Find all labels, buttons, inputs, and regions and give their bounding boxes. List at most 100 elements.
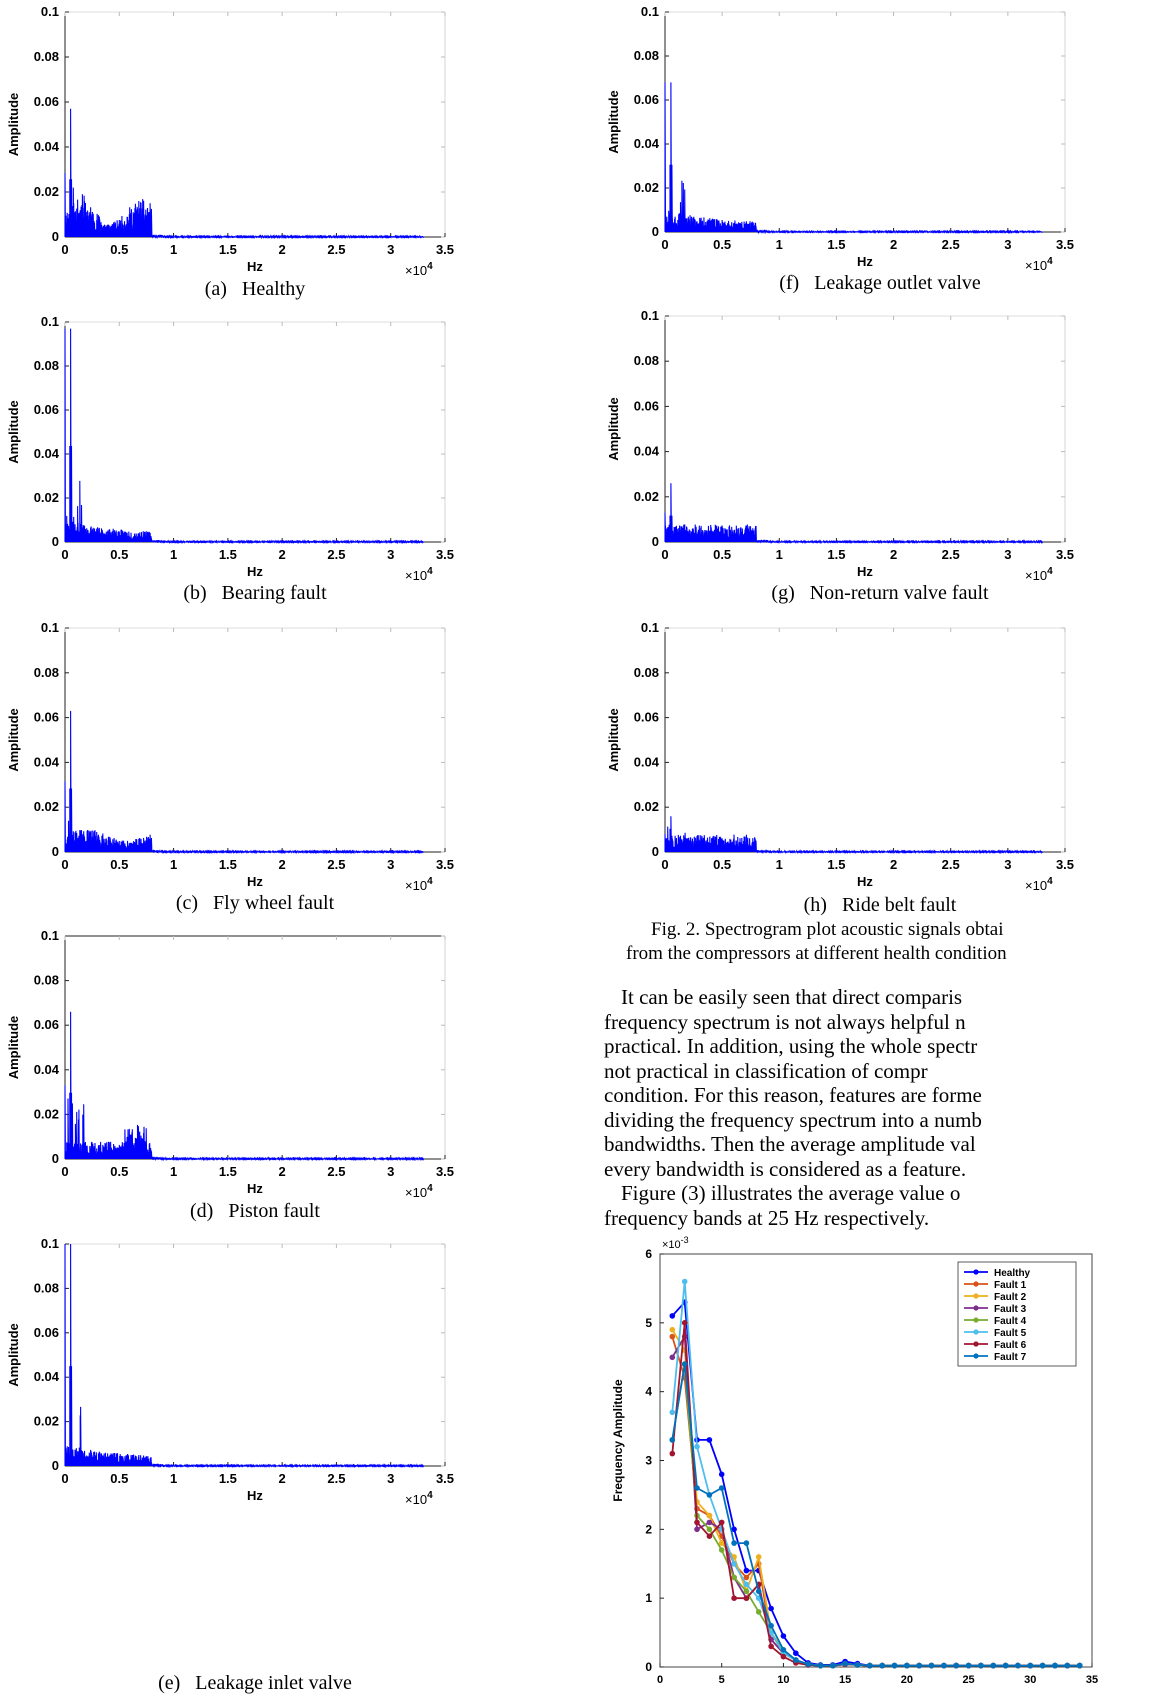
legend-marker [973,1317,979,1323]
data-point [669,1409,676,1416]
y-tick-label: 0.06 [34,1017,59,1032]
y-tick-label: 0.06 [634,710,659,725]
x-exponent: ×104 [405,1490,433,1507]
data-point [669,1333,676,1340]
y-tick-label: 4 [645,1385,652,1399]
y-tick-label: 0.1 [41,620,59,635]
y-scale-power: -3 [681,1235,689,1245]
x-tick-label: 2.5 [327,242,345,257]
x-tick-label: 5 [719,1674,725,1686]
legend-marker [973,1293,979,1299]
spectrum-trace [664,483,1043,545]
y-tick-label: 0.04 [34,446,60,461]
x-tick-label: 2.5 [327,1164,345,1179]
series-line [671,1363,1080,1667]
x-tick-label: 3 [387,857,394,872]
y-tick-label: 0.06 [34,710,59,725]
data-point [755,1588,762,1595]
legend-label: Fault 7 [994,1352,1027,1363]
spectrum-plot-f: 0 0.02 0.04 0.06 0.08 0.1 0 0.5 1 1.5 2 2.5 3 3.5 Ampl… [606,4,1074,273]
x-tick-label: 3.5 [1056,237,1074,252]
data-point [681,1361,688,1367]
x-tick-label: 3 [387,547,394,562]
x-tick-label: 1.5 [827,237,845,252]
paragraph-1-line: frequency spectrum is not always helpful… [604,1009,966,1034]
spectrum-plot-e: 0 0.02 0.04 0.06 0.08 0.1 0 0.5 1 1.5 2 2.5 3 3.5 Ampl… [6,1236,454,1507]
data-point [755,1554,762,1560]
y-tick-label: 0.1 [41,314,59,329]
x-tick-label: 1 [170,1471,177,1486]
x-exponent-base: ×10 [405,263,427,278]
legend-label: Fault 3 [994,1304,1027,1315]
y-tick-label: 0.04 [34,1062,60,1077]
x-tick-label: 1.5 [219,242,237,257]
x-exponent-power: 4 [427,566,433,577]
x-tick-label: 2.5 [327,1471,345,1486]
y-tick-label: 2 [645,1522,652,1536]
x-exponent: ×104 [1025,876,1053,893]
x-exponent-base: ×10 [405,568,427,583]
plot-area: 0 0.02 0.04 0.06 0.08 0.1 0 0.5 1 1.5 2 2.5 3 3.5 Ampl… [606,308,1074,583]
legend-marker [973,1305,979,1311]
x-exponent: ×104 [1025,566,1053,583]
y-tick-label: 5 [645,1316,652,1330]
spectrum-trace [664,816,1043,855]
x-tick-label: 3.5 [436,857,454,872]
x-axis-label: Hz [247,874,263,889]
data-point [706,1492,713,1498]
spectrum-trace [64,710,424,855]
y-tick-label: 0.1 [641,4,659,19]
data-point [743,1588,750,1595]
x-tick-label: 1 [776,237,783,252]
caption-b: (b) Bearing fault [183,582,327,604]
y-tick-label: 0.02 [634,180,659,195]
x-tick-label: 1.5 [219,547,237,562]
y-tick-label: 0.08 [34,665,59,680]
plot-area: 0 0.02 0.04 0.06 0.08 0.1 0 0.5 1 1.5 2 2.5 3 3.5 Ampl… [606,620,1074,893]
y-tick-label: 0.06 [34,402,59,417]
plot-area: 0 0.02 0.04 0.06 0.08 0.1 0 0.5 1 1.5 2 2.5 3 3.5 Ampl… [6,314,454,583]
paragraph-1-line: It can be easily seen that direct compar… [621,985,963,1009]
data-point [731,1526,737,1533]
x-exponent-power: 4 [427,1490,433,1501]
x-tick-label: 2.5 [942,237,960,252]
y-axis-label: Amplitude [606,397,621,461]
figure-caption-line2: from the compressors at different health… [626,943,1007,964]
x-tick-label: 1.5 [219,1164,237,1179]
x-tick-label: 3.5 [436,1164,454,1179]
x-tick-label: 2 [279,1164,286,1179]
x-tick-label: 1.5 [827,857,845,872]
data-point [830,1662,836,1669]
y-tick-label: 0.08 [634,353,659,368]
x-exponent-base: ×10 [405,1185,427,1200]
spectrum-trace [64,1243,424,1469]
y-tick-label: 0 [645,1660,652,1674]
x-tick-label: 0 [61,1164,68,1179]
x-tick-label: 3.5 [436,1471,454,1486]
data-point [694,1485,700,1491]
data-point [978,1662,984,1669]
data-point [669,1326,676,1333]
x-tick-label: 10 [777,1674,789,1686]
x-tick-label: 0.5 [110,1164,128,1179]
y-tick-label: 0 [652,534,659,549]
x-tick-label: 1.5 [219,857,237,872]
x-tick-label: 3.5 [436,242,454,257]
x-tick-label: 1.5 [827,547,845,562]
data-point [718,1485,725,1491]
data-point [706,1437,713,1443]
x-axis-label: Hz [857,254,873,269]
data-point [669,1437,676,1443]
y-tick-label: 0.04 [34,139,60,154]
y-tick-label: 0 [52,229,59,244]
y-tick-label: 0.08 [34,358,59,373]
data-point [694,1443,700,1450]
x-tick-label: 15 [839,1674,851,1686]
x-tick-label: 2 [890,857,897,872]
data-point [953,1662,959,1669]
legend-label: Fault 5 [994,1328,1027,1339]
data-point [780,1633,787,1639]
x-tick-label: 2 [279,242,286,257]
x-tick-label: 1.5 [219,1471,237,1486]
x-tick-label: 0.5 [713,237,731,252]
